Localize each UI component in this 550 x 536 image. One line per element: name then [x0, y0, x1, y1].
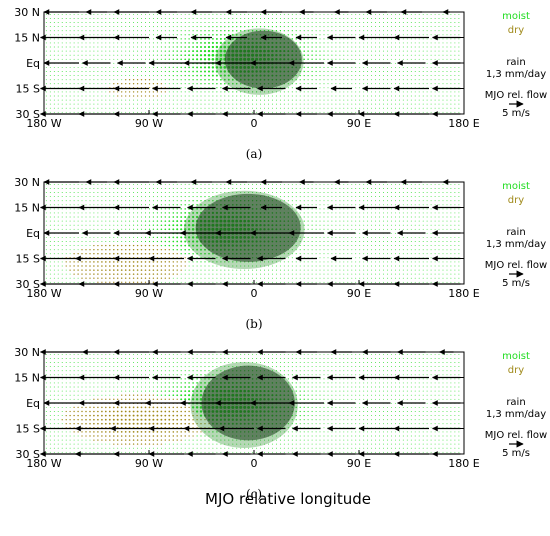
y-tick-label: 15 N — [14, 202, 40, 215]
legend-dry: dry — [508, 195, 524, 206]
y-tick-label: Eq — [26, 397, 40, 410]
moisture-dots — [45, 13, 460, 113]
legend-moist: moist — [502, 11, 530, 22]
legend-flow-scale: 5 m/s — [502, 278, 530, 289]
x-tick-label: 180 W — [26, 287, 61, 300]
x-tick-label: 0 — [251, 287, 258, 300]
y-tick-label: 15 S — [16, 423, 40, 436]
y-tick-label: 15 S — [16, 83, 40, 96]
legend-flow-scale: 5 m/s — [502, 448, 530, 459]
panel-caption: (a) — [246, 147, 263, 161]
legend-rain: rain — [506, 397, 525, 408]
x-tick-label: 0 — [251, 457, 258, 470]
legend-rain-levels: 1,3 mm/day — [486, 239, 546, 250]
x-tick-label: 90 W — [135, 457, 163, 470]
panel-caption: (b) — [245, 317, 262, 331]
legend-dry: dry — [508, 25, 524, 36]
y-tick-label: 30 N — [14, 346, 40, 359]
y-tick-label: 30 S — [16, 278, 40, 291]
legend-rain-levels: 1,3 mm/day — [486, 69, 546, 80]
y-tick-label: 15 S — [16, 253, 40, 266]
x-tick-label: 90 E — [347, 457, 371, 470]
legend-moist: moist — [502, 351, 530, 362]
legend-flow: MJO rel. flow — [485, 90, 547, 101]
legend-rain-levels: 1,3 mm/day — [486, 409, 546, 420]
y-tick-label: 30 S — [16, 448, 40, 461]
y-tick-label: 30 S — [16, 108, 40, 121]
legend-flow: MJO rel. flow — [485, 430, 547, 441]
y-tick-label: Eq — [26, 57, 40, 70]
y-tick-label: 30 N — [14, 176, 40, 189]
legend-flow: MJO rel. flow — [485, 260, 547, 271]
x-tick-label: 180 E — [448, 287, 479, 300]
legend-rain: rain — [506, 227, 525, 238]
legend-dry: dry — [508, 365, 524, 376]
x-tick-label: 180 E — [448, 117, 479, 130]
y-tick-label: 30 N — [14, 6, 40, 19]
x-tick-label: 90 W — [135, 117, 163, 130]
y-tick-label: 15 N — [14, 372, 40, 385]
x-tick-label: 90 E — [347, 287, 371, 300]
x-tick-label: 180 W — [26, 457, 61, 470]
x-tick-label: 0 — [251, 117, 258, 130]
x-tick-label: 180 E — [448, 457, 479, 470]
x-tick-label: 90 E — [347, 117, 371, 130]
x-tick-label: 90 W — [135, 287, 163, 300]
y-tick-label: Eq — [26, 227, 40, 240]
panel-caption: (c) — [246, 487, 262, 501]
x-tick-label: 180 W — [26, 117, 61, 130]
legend-moist: moist — [502, 181, 530, 192]
x-axis-title: MJO relative longitude — [205, 490, 371, 508]
y-tick-label: 15 N — [14, 32, 40, 45]
rain-shading-heavy — [195, 193, 301, 262]
rain-shading-heavy — [224, 30, 302, 89]
legend-rain: rain — [506, 57, 525, 68]
legend-flow-scale: 5 m/s — [502, 108, 530, 119]
